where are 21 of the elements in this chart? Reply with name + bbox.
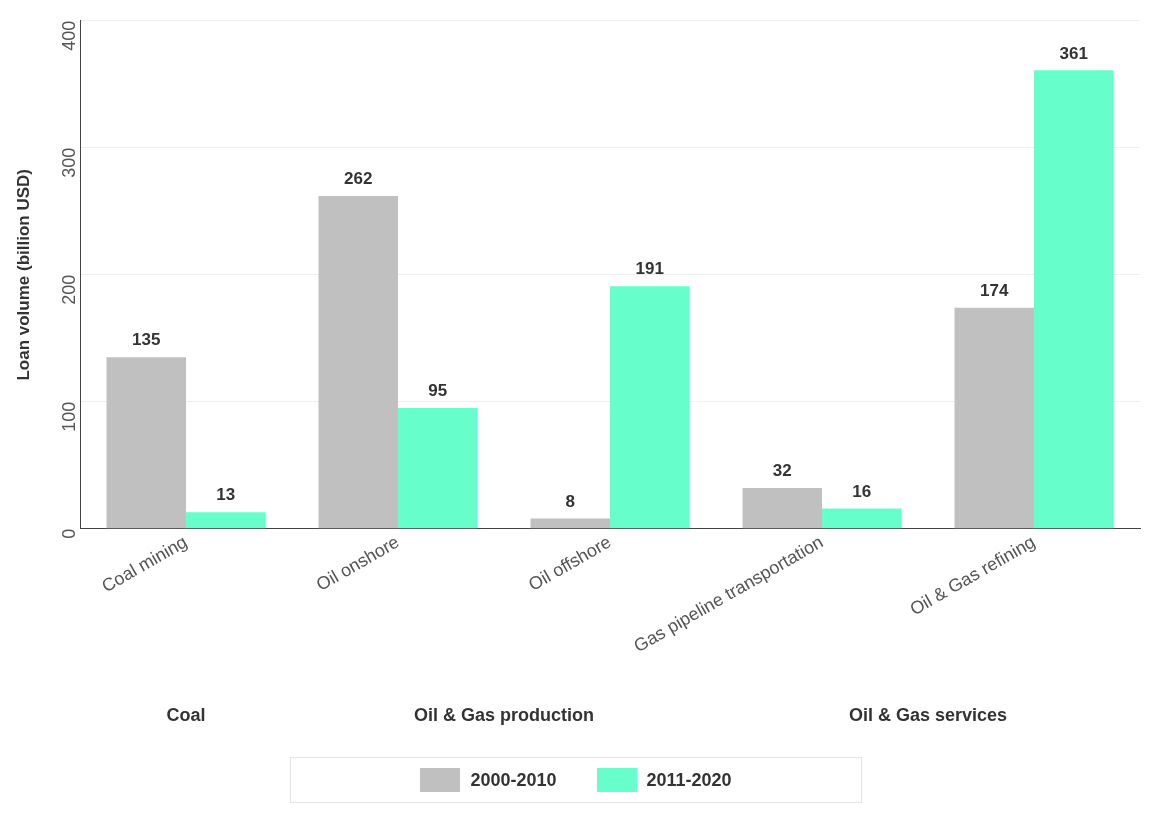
text: Oil & Gas services: [848, 704, 1008, 725]
y-tick-label: 100: [58, 401, 79, 432]
y-tick-label: 300: [58, 147, 79, 178]
legend-label: 2011-2020: [646, 769, 732, 791]
data-label: 8: [565, 491, 575, 511]
y-tick-label: 200: [58, 274, 79, 305]
text: Coal: [166, 704, 206, 725]
y-axis-title: Loan volume (billion USD): [13, 168, 33, 381]
data-label: 135: [132, 330, 161, 350]
legend-label: 2000-2010: [470, 769, 557, 791]
data-label: 13: [216, 485, 236, 505]
data-label: 262: [344, 169, 373, 189]
data-label: 191: [635, 259, 664, 279]
data-label: 174: [980, 280, 1009, 300]
data-label: 32: [772, 461, 792, 481]
y-tick-label: 400: [58, 20, 79, 51]
data-label: 95: [428, 381, 448, 401]
y-tick-label: 0: [58, 528, 79, 539]
data-label: 16: [852, 481, 872, 501]
data-label: 361: [1059, 43, 1088, 63]
text: Oil & Gas production: [413, 704, 595, 725]
